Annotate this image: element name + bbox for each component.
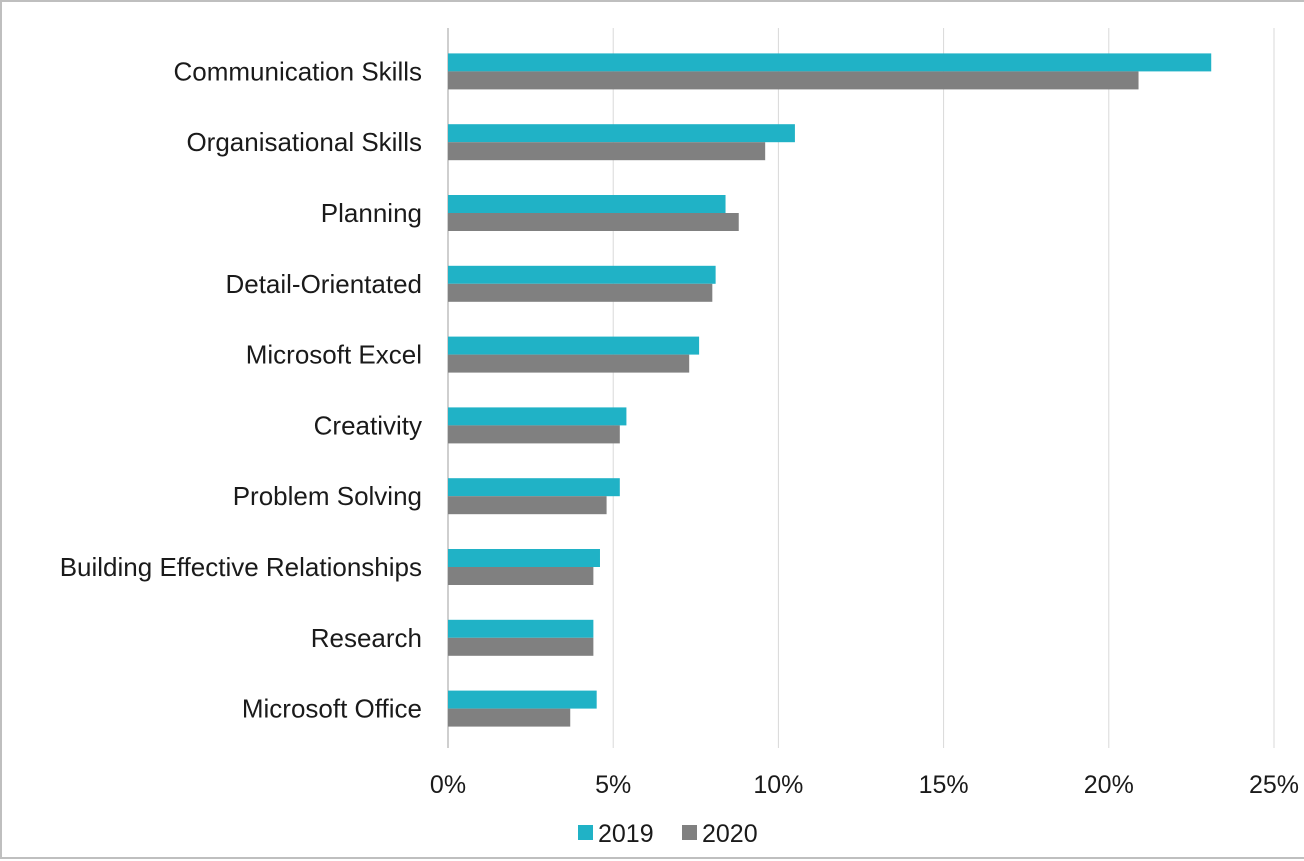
category-labels: Communication Skills Organisational Skill…: [60, 56, 422, 723]
bar-2020-3: [448, 213, 739, 231]
x-tick-label: 10%: [753, 771, 803, 799]
x-tick-label: 20%: [1084, 771, 1134, 799]
bar-2020-1: [448, 71, 1139, 90]
bar-2020-9: [448, 637, 594, 656]
category-label: Research: [311, 623, 422, 653]
bar-2019-10: [448, 690, 597, 709]
x-tick-label: 5%: [595, 771, 631, 799]
category-label: Creativity: [314, 410, 422, 440]
bar-2020-4: [448, 283, 713, 302]
bar-2019-3: [448, 195, 726, 213]
category-label: Planning: [321, 198, 422, 228]
legend-label-2019: 2019: [598, 820, 654, 848]
category-label: Building Effective Relationships: [60, 552, 422, 582]
bar-2020-2: [448, 142, 766, 161]
bar-2019-8: [448, 549, 600, 567]
bar-2019-2: [448, 124, 795, 143]
bar-2020-8: [448, 567, 594, 585]
bar-2019-6: [448, 407, 627, 426]
legend-swatch-2019: [578, 825, 593, 840]
category-label: Problem Solving: [233, 481, 422, 511]
category-label: Microsoft Office: [242, 694, 422, 724]
bar-2019-1: [448, 53, 1212, 72]
bar-2019-7: [448, 478, 620, 497]
bar-2020-10: [448, 708, 571, 727]
x-tick-label: 25%: [1249, 771, 1299, 799]
legend-swatch-2020: [682, 825, 697, 840]
bar-2020-7: [448, 496, 607, 515]
category-label: Microsoft Excel: [246, 340, 422, 370]
category-label: Organisational Skills: [186, 127, 422, 157]
x-tick-labels: 0% 5% 10% 15% 20% 25%: [430, 771, 1299, 799]
bar-2020-5: [448, 354, 690, 373]
x-tick-label: 0%: [430, 771, 466, 799]
legend-label-2020: 2020: [702, 820, 758, 848]
bar-2019-5: [448, 336, 700, 355]
x-tick-label: 15%: [919, 771, 969, 799]
bar-2019-4: [448, 265, 716, 284]
bar-2019-9: [448, 619, 594, 638]
category-label: Detail-Orientated: [225, 269, 422, 299]
bar-2020-6: [448, 425, 620, 444]
category-label: Communication Skills: [173, 56, 422, 86]
bars: [448, 53, 1212, 727]
legend: 2019 2020: [578, 820, 758, 848]
